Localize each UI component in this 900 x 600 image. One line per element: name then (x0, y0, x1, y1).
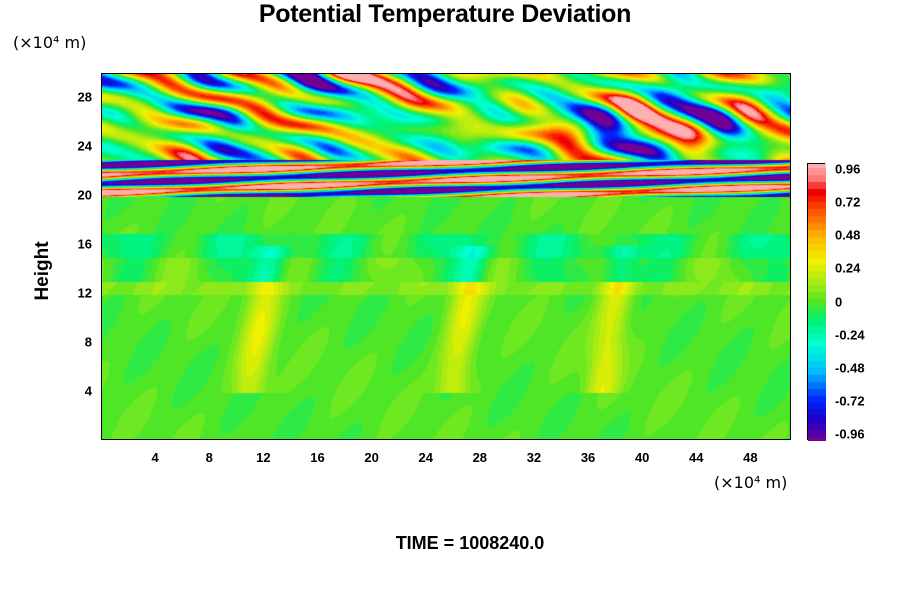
colorbar-tick-label: 0 (835, 294, 843, 309)
y-axis-unit: (×10⁴ m) (13, 33, 87, 52)
y-tick-label: 16 (77, 236, 92, 252)
y-tick-label: 8 (84, 334, 92, 350)
heatmap-field (102, 74, 790, 439)
colorbar-tick-label: 0.48 (835, 227, 861, 243)
colorbar-tick-label: -0.72 (835, 393, 865, 409)
x-tick-label: 28 (472, 450, 488, 465)
colorbar (807, 163, 826, 441)
y-tick-label: 12 (77, 285, 92, 301)
x-tick-label: 40 (634, 450, 650, 465)
colorbar-tick-label: -0.96 (835, 426, 865, 442)
y-tick-label: 24 (77, 138, 92, 154)
y-tick-label: 4 (84, 383, 92, 399)
y-tick-label: 28 (77, 89, 92, 105)
x-tick-label: 20 (364, 450, 379, 465)
colorbar-tick-label: 0.96 (835, 161, 861, 177)
x-tick-label: 24 (418, 450, 433, 465)
time-annotation: TIME = 1008240.0 (395, 533, 545, 553)
x-tick-label: 44 (689, 450, 704, 465)
x-tick-label: 48 (743, 450, 758, 465)
x-tick-label: 16 (310, 450, 325, 465)
x-tick-label: 12 (256, 450, 271, 465)
x-axis-unit: (×10⁴ m) (714, 473, 788, 492)
colorbar-tick-label: 0.24 (835, 260, 861, 276)
x-tick-label: 32 (526, 450, 542, 465)
x-tick-label: 8 (205, 450, 213, 465)
chart-title: Potential Temperature Deviation (258, 0, 632, 28)
heatmap-plot-area (101, 73, 791, 440)
x-tick-label: 4 (151, 450, 159, 465)
y-tick-label: 20 (77, 187, 92, 203)
colorbar-gradient (808, 164, 826, 441)
x-tick-label: 36 (580, 450, 596, 465)
y-axis-label: Height (32, 241, 53, 301)
colorbar-tick-label: -0.24 (835, 327, 865, 343)
colorbar-tick-label: 0.72 (835, 194, 861, 210)
colorbar-tick-label: -0.48 (835, 360, 865, 376)
